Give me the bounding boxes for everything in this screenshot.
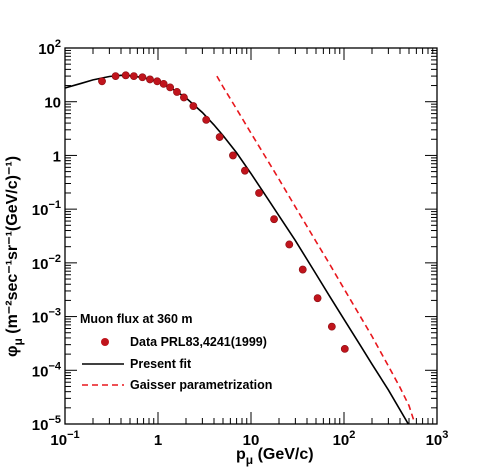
data-point <box>313 294 322 303</box>
x-axis-title: pμ (GeV/c) <box>236 446 314 467</box>
x-tick-label: 102 <box>333 429 356 449</box>
data-point <box>121 71 130 80</box>
data-point <box>138 73 147 82</box>
data-point <box>298 265 307 274</box>
data-point <box>327 322 336 331</box>
data-point <box>189 102 198 110</box>
data-point <box>340 345 349 353</box>
y-axis-title-main: φ <box>4 346 21 357</box>
legend-marker-data <box>101 338 109 346</box>
legend-label-data: Data PRL83,4241(1999) <box>130 335 267 349</box>
y-tick-label: 10−3 <box>32 307 61 327</box>
data-point <box>229 151 237 160</box>
legend: Muon flux at 360 m Data PRL83,4241(1999)… <box>80 312 272 392</box>
data-point <box>153 77 162 86</box>
y-tick-label: 10−2 <box>32 253 61 273</box>
y-axis-title: φμ (m⁻²sec⁻¹sr⁻¹(GeV/c)⁻¹) <box>4 156 25 357</box>
legend-label-fit: Present fit <box>130 357 192 371</box>
data-point <box>180 93 188 102</box>
data-point <box>270 215 278 224</box>
y-tick-label: 10−1 <box>32 199 61 219</box>
x-axis-title-unit: (GeV/c) <box>253 446 313 463</box>
legend-title: Muon flux at 360 m <box>80 312 193 326</box>
x-axis-title-sub: μ <box>246 453 253 467</box>
present-fit-curve <box>65 74 410 424</box>
x-tick-label: 103 <box>426 429 449 449</box>
y-tick-label: 10−5 <box>32 414 61 434</box>
legend-label-gaisser: Gaisser parametrization <box>130 378 272 392</box>
y-axis-title-sub: μ <box>11 338 25 345</box>
data-point <box>166 83 175 92</box>
x-tick-label: 10−1 <box>50 429 79 449</box>
x-tick-label: 1 <box>154 432 162 449</box>
data-point <box>159 79 168 88</box>
x-tick-label: 10 <box>243 432 260 449</box>
y-tick-label: 1 <box>53 148 61 165</box>
data-point <box>285 240 294 249</box>
gaisser-curve <box>216 75 415 420</box>
data-point <box>111 72 120 80</box>
curves <box>65 74 415 424</box>
data-point <box>241 166 249 175</box>
y-tick-label: 102 <box>38 38 61 58</box>
y-axis-title-rest: (m⁻²sec⁻¹sr⁻¹(GeV/c)⁻¹) <box>4 156 21 338</box>
data-point <box>129 72 138 80</box>
axis-ticks <box>64 48 437 425</box>
data-points <box>98 71 349 353</box>
plot-frame <box>64 47 438 425</box>
data-point <box>255 189 263 197</box>
y-tick-label: 10−4 <box>32 360 62 380</box>
data-point <box>146 75 154 84</box>
tick-labels: 10−1 1 10 102 103 10−5 10−4 10−3 10−2 10−1 1 10 102 <box>32 38 449 449</box>
data-point <box>98 77 106 86</box>
data-point <box>173 88 181 96</box>
data-point <box>215 133 224 141</box>
data-point <box>202 115 211 124</box>
x-axis-title-main: p <box>236 446 246 463</box>
y-tick-label: 10 <box>44 95 61 112</box>
